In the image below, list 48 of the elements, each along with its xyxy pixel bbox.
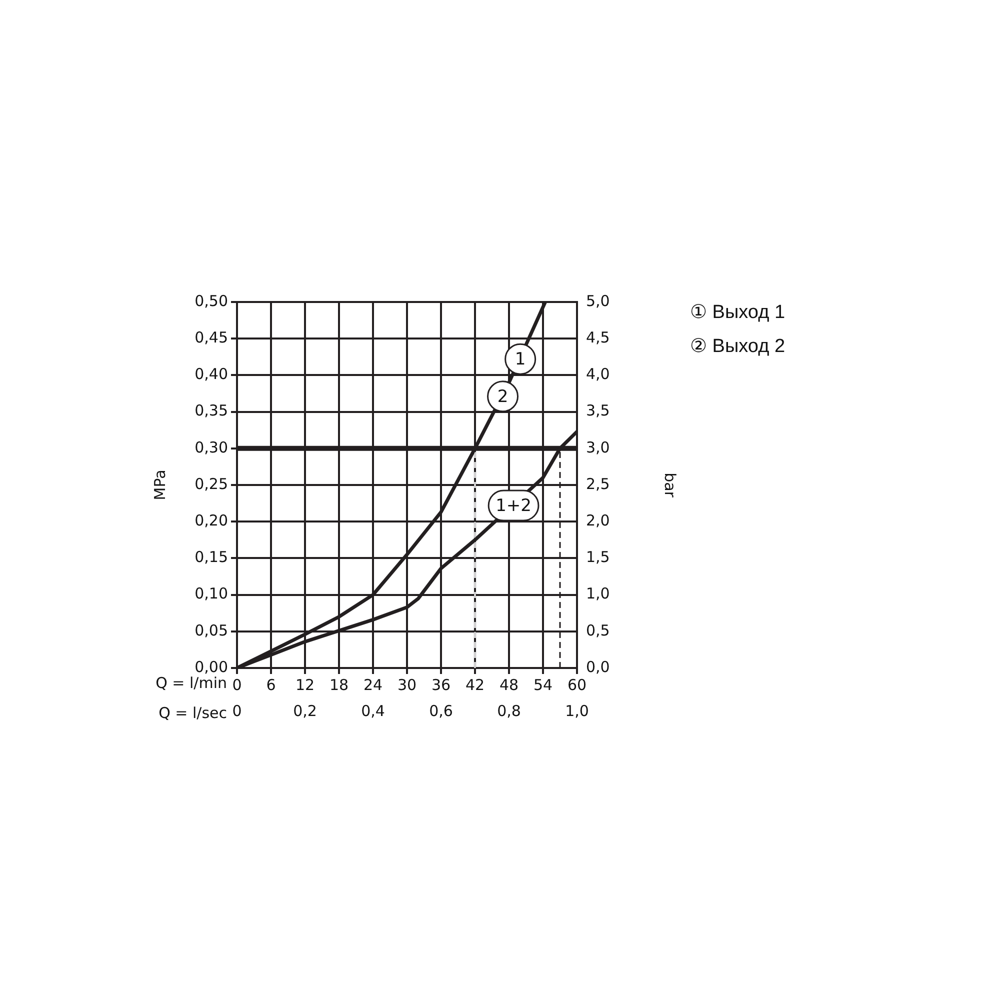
- y2-tick-label: 1,0: [586, 584, 610, 603]
- y-tick-label: 0,30: [194, 438, 228, 456]
- y2-tick-label: 3,5: [586, 402, 610, 420]
- y2-tick-label: 0,0: [586, 658, 610, 676]
- y2-tick-label: 1,5: [586, 548, 610, 566]
- y-tick-label: 0,15: [194, 548, 228, 566]
- x-tick-label: 0: [232, 676, 242, 694]
- y2-tick-label: 4,0: [586, 365, 610, 384]
- x2-tick-label: 0,6: [429, 702, 453, 720]
- x-tick-label: 42: [465, 676, 485, 694]
- y2-axis-title: bar: [661, 472, 680, 498]
- y-tick-label: 0,35: [194, 402, 228, 420]
- y-tick-label: 0,05: [194, 621, 228, 640]
- y-tick-label: 0,25: [194, 474, 228, 493]
- x2-tick-label: 1,0: [565, 702, 589, 720]
- x2-tick-label: 0,4: [361, 702, 385, 720]
- x2-axis-title: Q = l/sec: [158, 704, 227, 722]
- x-tick-label: 18: [329, 676, 349, 694]
- x-tick-label: 6: [266, 676, 276, 694]
- y2-tick-label: 3,0: [586, 438, 610, 456]
- y2-tick-label: 2,5: [586, 474, 610, 493]
- y-tick-label: 0,20: [194, 511, 228, 530]
- x2-tick-label: 0,2: [293, 702, 317, 720]
- annotation: 2: [497, 386, 508, 407]
- y-axis-title: MPa: [150, 470, 169, 500]
- y2-tick-label: 4,5: [586, 328, 610, 346]
- x2-tick-label: 0: [232, 702, 242, 720]
- x-tick-label: 36: [431, 676, 451, 694]
- text: ② Выход 2: [690, 335, 786, 359]
- x-axis-title: Q = l/min: [156, 674, 227, 692]
- x-tick-label: 54: [533, 676, 553, 694]
- y2-tick-label: 0,5: [586, 621, 610, 640]
- x2-tick-label: 0,8: [497, 702, 521, 720]
- y-tick-label: 0,50: [194, 292, 228, 310]
- x-tick-label: 30: [397, 676, 417, 694]
- x-tick-label: 24: [363, 676, 383, 694]
- y2-tick-label: 5,0: [586, 292, 610, 310]
- x-tick-label: 12: [295, 676, 315, 694]
- y-tick-label: 0,45: [194, 328, 228, 346]
- annotation: 1: [514, 350, 526, 370]
- x-tick-label: 60: [567, 676, 587, 694]
- x-tick-label: 48: [499, 676, 519, 694]
- y-tick-label: 0,10: [194, 584, 228, 603]
- y-tick-label: 0,00: [194, 658, 228, 676]
- annotation: 1+2: [496, 496, 532, 516]
- text: ① Выход 1: [690, 301, 786, 325]
- y2-tick-label: 2,0: [586, 511, 610, 530]
- y-tick-label: 0,40: [194, 365, 228, 384]
